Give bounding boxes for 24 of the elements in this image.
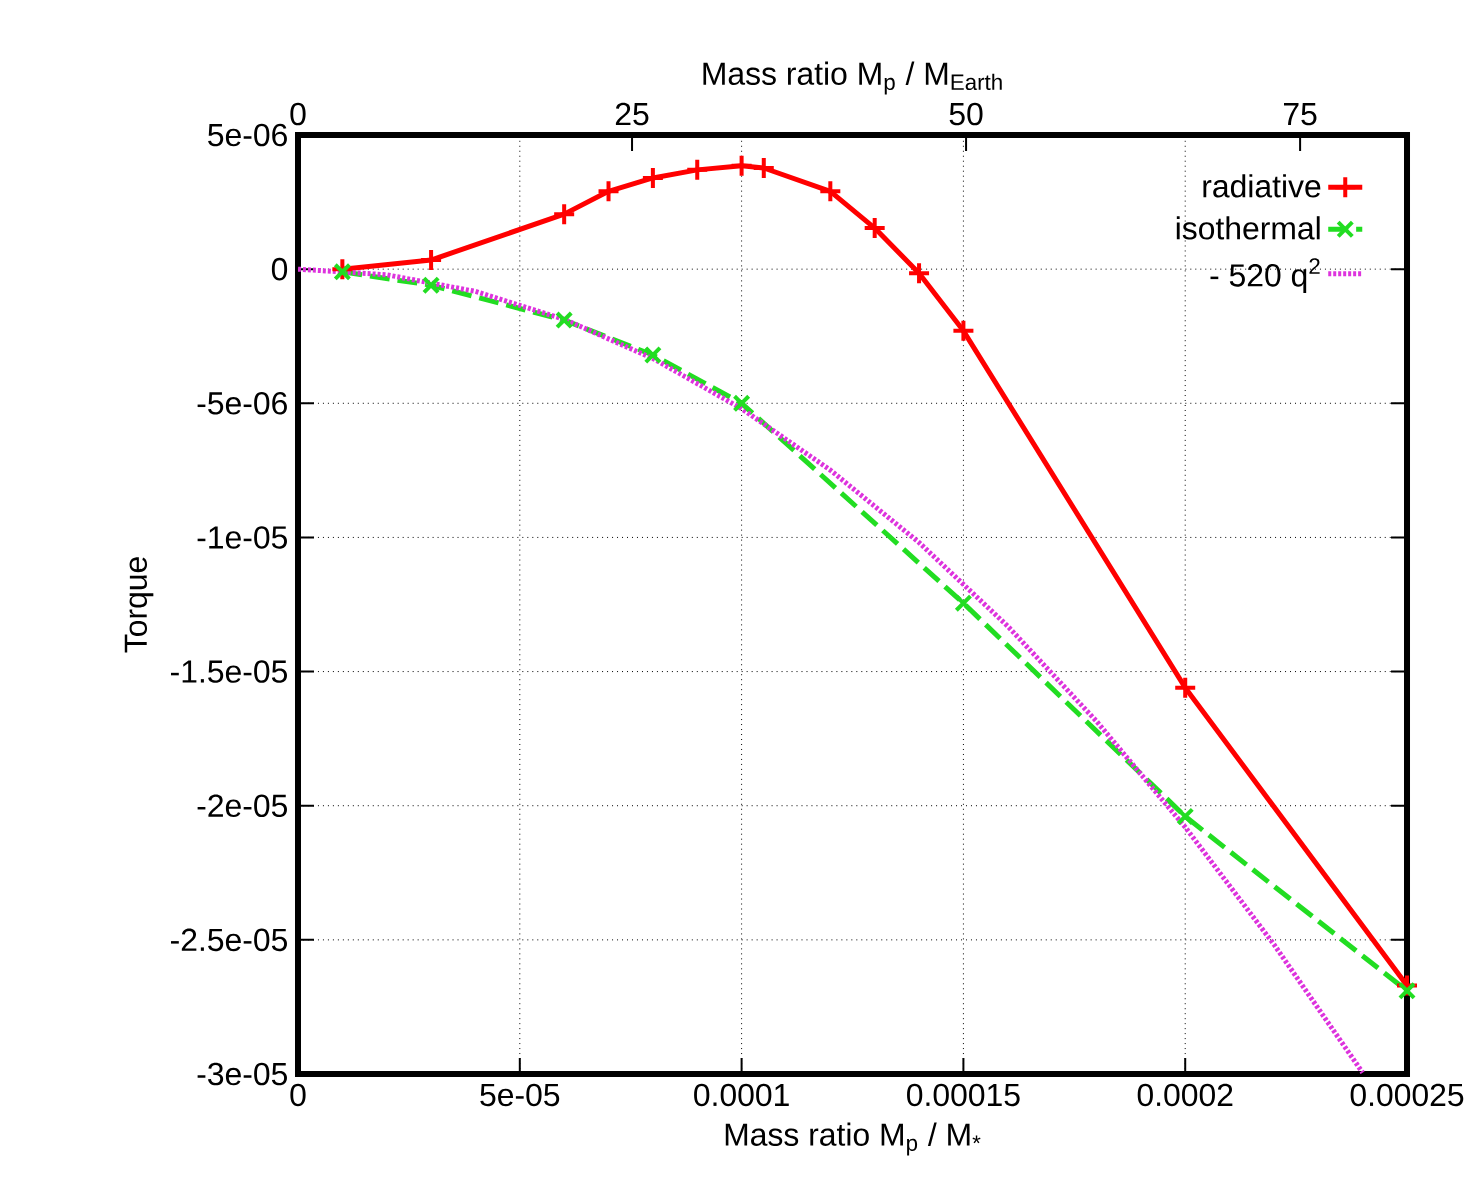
x-tick-label: 0.0001 <box>694 1083 789 1107</box>
y-tick-label: 5e-06 <box>208 123 287 147</box>
x-tick-label: 0.0002 <box>1137 1083 1233 1107</box>
x2-axis-title: Mass ratio M$_{p}$ / M$_{Earth}$ <box>703 61 1002 95</box>
x-tick-label: 0.00015 <box>907 1083 1020 1107</box>
x-tick-label: 5e-05 <box>480 1083 560 1107</box>
y-tick-label: -5e-06 <box>197 392 287 415</box>
y-tick-label: -2.5e-05 <box>171 928 287 952</box>
y-tick-label: -2e-05 <box>197 794 287 817</box>
y-tick-label: -1.5e-05 <box>171 660 287 683</box>
y-tick-label: -1e-05 <box>197 526 287 549</box>
legend-label: - 520 q$^{2}$ <box>1210 258 1320 293</box>
x-tick-label: 0 <box>290 1083 306 1107</box>
y-tick-label: -3e-05 <box>197 1062 287 1086</box>
y-tick-label: 0 <box>271 257 288 281</box>
legend-label: radiative <box>1203 174 1321 198</box>
x-tick-label: 0.00025 <box>1350 1083 1464 1107</box>
x2-tick-label: 25 <box>615 102 649 126</box>
x2-tick-label: 75 <box>1284 103 1317 126</box>
legend-label: isothermal <box>1176 216 1320 240</box>
x2-tick-label: 50 <box>949 102 983 126</box>
x2-tick-label: 0 <box>290 102 306 126</box>
x-axis-title: Mass ratio M$_{p}$ / M$_{*}$ <box>725 1122 981 1156</box>
y-axis-title: Torque <box>124 557 154 653</box>
